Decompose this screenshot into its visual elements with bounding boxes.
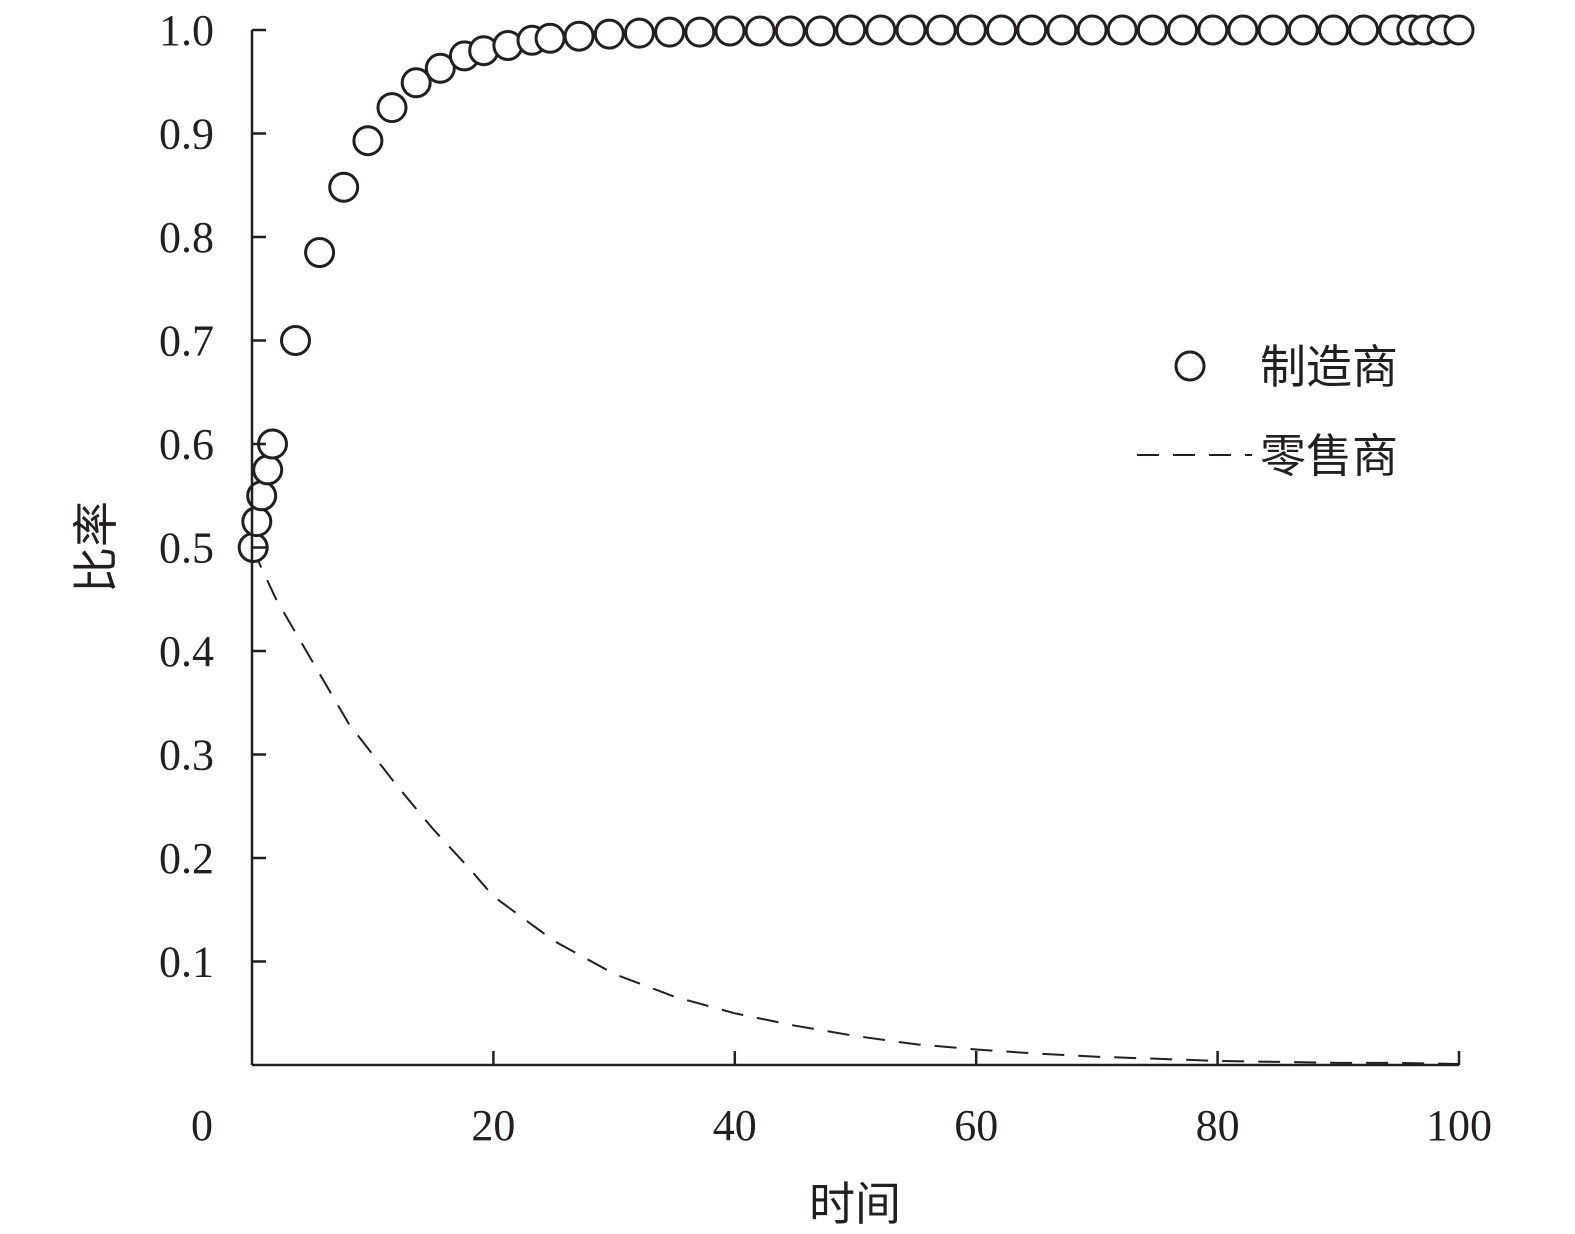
data-point-manufacturer	[1197, 14, 1229, 46]
data-point-manufacturer	[623, 17, 655, 49]
data-point-manufacturer	[744, 15, 776, 47]
legend-label-manufacturer: 制造商	[1260, 342, 1398, 393]
data-point-manufacturer	[925, 14, 957, 46]
data-point-manufacturer	[1106, 14, 1138, 46]
plot-area	[237, 14, 1475, 1065]
x-axis-title: 时间	[809, 1179, 901, 1230]
y-tick-label: 1.0	[159, 6, 214, 55]
data-point-manufacturer	[1348, 14, 1380, 46]
y-tick-label: 0.1	[159, 938, 214, 987]
axes: 0.1 0.2 0.3 0.4 0.5 0.6 0.7 0.8 0.9 1.0 0 20 40 60 80 1…	[159, 6, 1492, 1150]
data-point-manufacturer	[1227, 14, 1259, 46]
data-point-manufacturer	[534, 22, 566, 54]
data-point-manufacturer	[1046, 14, 1078, 46]
data-point-manufacturer	[1287, 14, 1319, 46]
data-point-manufacturer	[1076, 14, 1108, 46]
data-point-manufacturer	[684, 16, 716, 48]
x-tick-label: 80	[1196, 1101, 1240, 1150]
data-point-manufacturer	[654, 16, 686, 48]
legend-label-retailer: 零售商	[1260, 431, 1398, 482]
data-point-manufacturer	[376, 92, 408, 124]
y-axis-title: 比率	[71, 501, 122, 593]
x-tick-label: 20	[471, 1101, 515, 1150]
data-point-manufacturer	[1136, 14, 1168, 46]
y-tick-label: 0.6	[159, 420, 214, 469]
data-point-manufacturer	[328, 171, 360, 203]
data-point-manufacturer	[955, 14, 987, 46]
data-point-manufacturer	[1016, 14, 1048, 46]
y-tick-label: 0.9	[159, 110, 214, 159]
data-point-manufacturer	[805, 15, 836, 47]
x-tick-label: 100	[1426, 1101, 1492, 1150]
data-point-manufacturer	[774, 15, 806, 47]
x-tick-label: 0	[191, 1101, 213, 1150]
series-line-retailer	[251, 547, 1460, 1065]
data-point-manufacturer	[1318, 14, 1349, 46]
data-point-manufacturer	[304, 237, 336, 268]
y-tick-label: 0.4	[159, 627, 214, 676]
y-tick-label: 0.2	[159, 834, 214, 883]
data-point-manufacturer	[986, 14, 1017, 46]
data-point-manufacturer	[241, 506, 273, 538]
y-tick-label: 0.3	[159, 731, 214, 780]
data-point-manufacturer	[714, 15, 746, 47]
data-point-manufacturer	[1257, 14, 1289, 46]
data-point-manufacturer	[1443, 14, 1475, 46]
data-point-manufacturer	[252, 454, 284, 486]
data-point-manufacturer	[593, 18, 625, 50]
data-point-manufacturer	[895, 14, 927, 46]
data-point-manufacturer	[352, 125, 384, 157]
data-point-manufacturer	[424, 52, 456, 84]
data-point-manufacturer	[865, 14, 897, 46]
y-tick-label: 0.5	[159, 524, 214, 573]
data-point-manufacturer	[835, 14, 867, 46]
data-point-manufacturer	[563, 20, 595, 52]
y-tick-label: 0.8	[159, 213, 214, 262]
legend-marker-manufacturer	[1174, 350, 1206, 382]
legend: 制造商 零售商	[1137, 342, 1398, 482]
y-tick-label: 0.7	[159, 317, 214, 366]
data-point-manufacturer	[280, 325, 311, 356]
data-point-manufacturer	[400, 67, 432, 99]
data-point-manufacturer	[1167, 14, 1199, 46]
x-tick-label: 60	[954, 1101, 998, 1150]
x-tick-label: 40	[713, 1101, 757, 1150]
